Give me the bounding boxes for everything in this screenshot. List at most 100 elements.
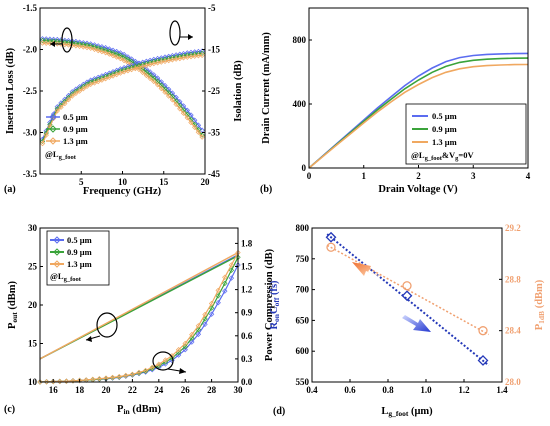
panel-a-iso-point-2-9 (73, 90, 79, 96)
panel-a-iso-point-2-8 (69, 93, 75, 99)
panel-a-il-point-2-20 (114, 54, 120, 60)
panel-c-yr-ticklabel-4: 1.2 (241, 285, 253, 295)
panel-a-ellipse-right (169, 20, 181, 46)
legend-c-marker-2 (53, 248, 61, 256)
panel-c-arrowhead-right (179, 368, 186, 374)
panel-a-il-point-2-40 (188, 119, 194, 126)
panel-c-x-ticklabel-3: 22 (128, 385, 138, 395)
panel-b-x-ticklabel-2: 2 (416, 171, 421, 181)
panel-a-il-point-2-36 (173, 101, 179, 107)
panel-c-x-ticklabel-1: 18 (75, 385, 85, 395)
panel-c-x-ticklabel-0: 16 (49, 385, 59, 395)
panel-a-il-point-1-21 (117, 52, 124, 59)
panel-b-ticks: 0 1 2 3 4 0 400 800 (293, 35, 531, 181)
panel-a-il-point-1-28 (143, 69, 150, 75)
panel-c-yr-ticklabel-6: 1.8 (241, 238, 253, 248)
panel-a-il-point-2-18 (106, 51, 112, 57)
legend-b-note: @Lg_foot&Vg=0V (411, 150, 474, 162)
panel-b-curves (308, 52, 529, 169)
panel-a-il-point-1-24 (128, 58, 135, 65)
legend-b-text-1: 0.5 μm (432, 111, 457, 121)
panel-d-yr-ticklabel-0: 28.0 (505, 377, 521, 387)
panel-d-ticks: 0.4 0.6 0.8 1.0 1.2 1.4 550 600 650 700 750 800 28.0… (296, 223, 522, 395)
panel-c-comp-point-0-29 (228, 275, 235, 281)
panel-c-ellipse-left (96, 312, 118, 338)
panel-a-curves (39, 36, 205, 147)
panel-c-comp-point-2-0 (37, 379, 43, 385)
panel-c-x-ticklabel-2: 20 (102, 385, 112, 395)
panel-a-iso-point-2-6 (62, 100, 68, 107)
panel-c-comp-point-2-25 (202, 311, 208, 318)
panel-c-comp-point-0-27 (215, 300, 221, 306)
panel-a-il-point-1-20 (114, 51, 120, 57)
panel-a-ticks: 5 10 15 20 -1.5 -2.0 -2.5 -3.0 -3.5 -5 -15 -25 -35 -4… (23, 3, 221, 187)
panel-a-il-point-2-15 (95, 47, 101, 54)
panel-a: 5 10 15 20 -1.5 -2.0 -2.5 -3.0 -3.5 -5 -15 -25 -35 -4… (4, 3, 244, 197)
panel-c-comp-point-0-26 (208, 311, 215, 317)
panel-a-arrowhead-right (188, 34, 193, 40)
panel-d-yr-ticklabel-1: 28.4 (505, 326, 521, 336)
panel-a-il-line-1 (42, 39, 203, 136)
panel-a-yr-ticklabel-4: -45 (208, 169, 220, 179)
panel-c-yl-ticklabel-3: 25 (28, 262, 38, 272)
legend-b-text-2: 0.9 μm (432, 124, 457, 134)
panel-c-comp-point-2-14 (129, 371, 136, 377)
panel-c-comp-point-1-26 (208, 305, 215, 311)
legend-a-text-1: 0.5 μm (63, 112, 88, 122)
panel-b-y-ticklabel-0: 0 (302, 163, 307, 173)
panel-d-yl-ticklabel-3: 700 (296, 285, 310, 295)
panel-d-yr-ticklabel-3: 29.2 (505, 223, 521, 233)
panel-a-il-point-2-9 (73, 43, 79, 49)
panel-a-x-ticklabel-3: 20 (201, 177, 211, 187)
panel-c-comp-point-0-28 (222, 288, 228, 294)
legend-c-note: @Lg_foot (50, 271, 82, 283)
panel-a-il-point-2-14 (91, 46, 98, 52)
legend-b-text-3: 1.3 μm (432, 137, 457, 147)
panel-a-iso-point-2-7 (65, 97, 72, 103)
panel-a-iso-point-2-16 (99, 77, 105, 83)
panel-d: 0.4 0.6 0.8 1.0 1.2 1.4 550 600 650 700 750 800 28.0… (269, 223, 546, 418)
panel-c-yl-ticklabel-1: 15 (28, 339, 38, 349)
panel-d-ron-point-2 (477, 355, 489, 366)
panel-a-il-point-2-33 (162, 89, 168, 95)
legend-a-marker-2 (49, 125, 57, 133)
panel-d-ylabel-right: P1dB (dBm) (534, 279, 546, 330)
panel-c-comp-point-2-2 (50, 378, 56, 385)
panel-a-il-point-2-1 (43, 40, 49, 46)
panel-c-comp-point-2-28 (222, 274, 228, 280)
panel-d-x-ticklabel-5: 1.4 (496, 385, 508, 395)
panel-a-il-point-2-31 (154, 82, 161, 88)
panel-a-il-point-2-0 (39, 40, 46, 46)
panel-a-il-point-2-38 (180, 110, 187, 116)
panel-c-x-ticklabel-5: 26 (181, 385, 191, 395)
panel-a-il-point-1-29 (147, 72, 153, 78)
panel-b-line-2 (308, 63, 529, 169)
panel-a-il-point-2-17 (102, 50, 109, 56)
panel-d-p1db-point-2 (478, 326, 488, 336)
panel-a-il-point-1-36 (173, 98, 179, 104)
panel-c-ylabel-left: Pout (dBm) (7, 280, 19, 329)
panel-d-arrow-orange (352, 262, 382, 276)
panel-a-iso-point-2-1 (43, 132, 49, 138)
panel-a-iso-point-2-0 (39, 140, 46, 147)
panel-a-il-point-2-22 (121, 57, 127, 64)
panel-c-comp-point-2-26 (208, 300, 215, 307)
panel-b-y-ticklabel-1: 400 (293, 99, 307, 109)
panel-d-ylabel-left: RonCoff (fs) (269, 280, 281, 330)
panel-a-il-point-2-19 (110, 52, 116, 59)
panel-c-comp-point-2-23 (189, 331, 195, 338)
panel-b-x-ticklabel-3: 3 (471, 171, 476, 181)
panel-a-yr-ticklabel-3: -35 (208, 128, 220, 138)
panel-a-il-point-1-0 (39, 37, 46, 44)
panel-a-il-point-2-42 (195, 129, 202, 135)
panel-c-comp-point-1-22 (182, 343, 188, 350)
panel-a-iso-point-2-22 (121, 69, 127, 75)
panel-d-x-ticklabel-0: 0.4 (306, 385, 318, 395)
panel-c-comp-point-2-18 (156, 361, 162, 367)
panel-c-ylabel-right: Power Compression (dB) (264, 248, 275, 361)
panel-a-il-point-2-11 (80, 44, 86, 50)
legend-a-text-2: 0.9 μm (63, 124, 88, 134)
panel-a-iso-point-2-10 (76, 88, 83, 94)
panel-a-il-line-2 (42, 42, 203, 138)
